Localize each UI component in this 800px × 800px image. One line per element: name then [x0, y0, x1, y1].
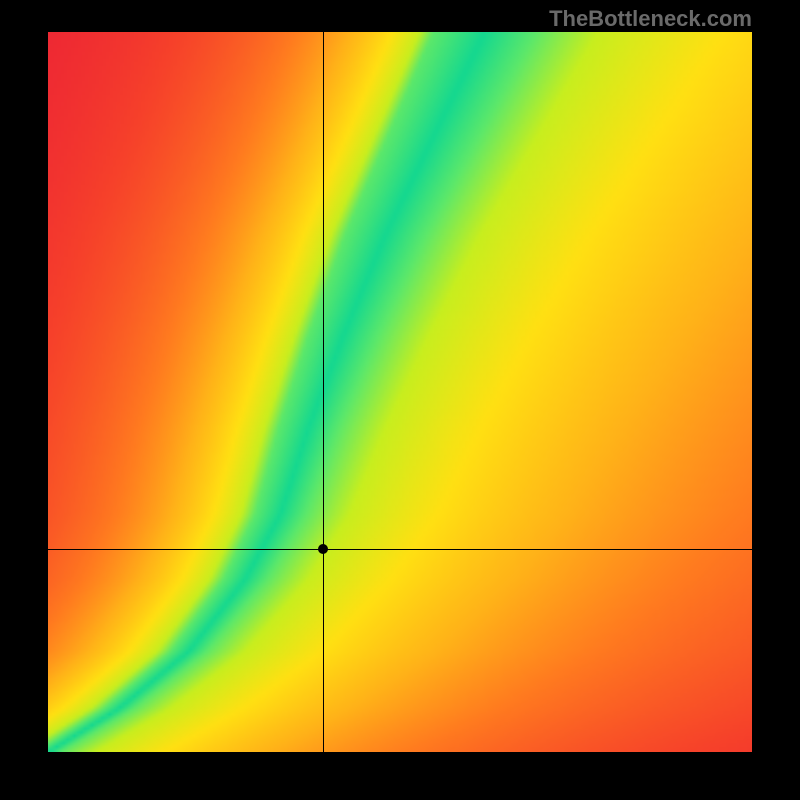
- heatmap-canvas: [48, 32, 752, 752]
- crosshair-vertical: [323, 32, 324, 752]
- heatmap-plot: [48, 32, 752, 752]
- crosshair-horizontal: [48, 549, 752, 550]
- crosshair-marker: [318, 544, 328, 554]
- watermark-text: TheBottleneck.com: [549, 6, 752, 32]
